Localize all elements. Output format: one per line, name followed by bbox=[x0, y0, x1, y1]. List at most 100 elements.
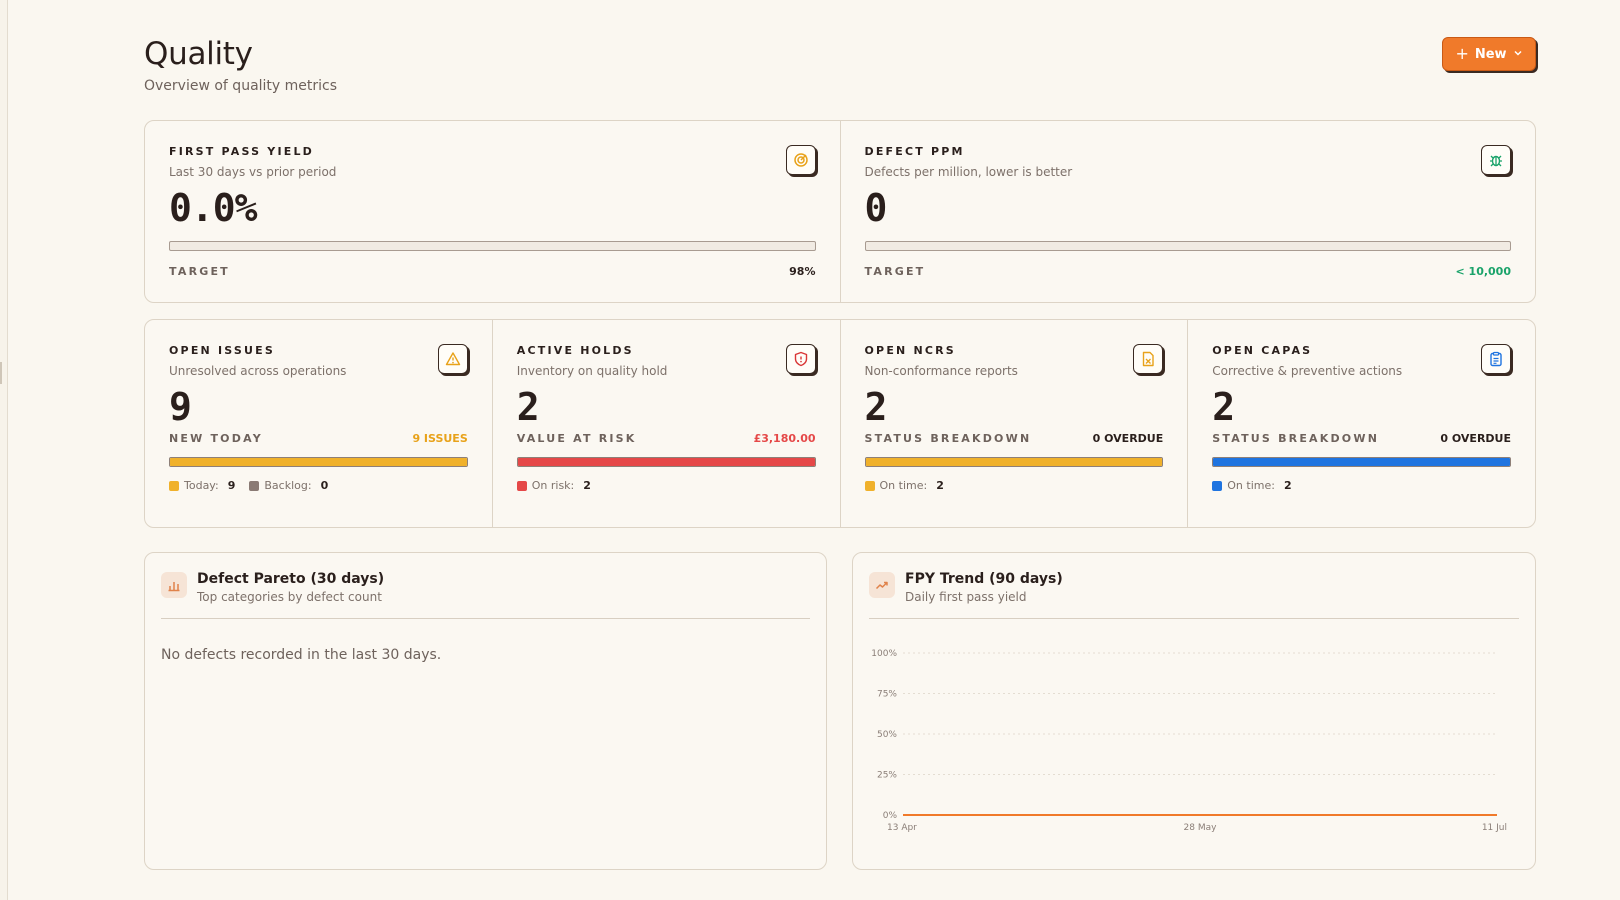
secondary-kpi-row: OPEN ISSUES Unresolved across operations… bbox=[144, 319, 1536, 528]
kpi-label: OPEN ISSUES bbox=[169, 344, 275, 357]
file-x-icon bbox=[1133, 344, 1164, 374]
y-tick-label: 25% bbox=[877, 771, 897, 781]
meta-label: STATUS BREAKDOWN bbox=[1212, 432, 1380, 445]
x-tick-label: 28 May bbox=[1184, 823, 1218, 833]
chevron-down-icon bbox=[1513, 48, 1523, 61]
kpi-value: 9 bbox=[169, 385, 192, 429]
legend: On time: 2 bbox=[1212, 479, 1511, 492]
target-value: < 10,000 bbox=[1455, 265, 1512, 278]
y-tick-label: 50% bbox=[877, 730, 897, 740]
meta-value: 0 OVERDUE bbox=[1092, 432, 1164, 445]
fpy-trend-panel: FPY Trend (90 days) Daily first pass yie… bbox=[852, 552, 1536, 870]
kpi-label: OPEN CAPAS bbox=[1212, 344, 1313, 357]
legend: Today: 9 Backlog: 0 bbox=[169, 479, 468, 492]
kpi-open-ncrs[interactable]: OPEN NCRS Non-conformance reports 2 STAT… bbox=[841, 320, 1189, 527]
legend-name: Today: bbox=[184, 479, 219, 492]
kpi-description: Corrective & preventive actions bbox=[1212, 364, 1403, 378]
ncrs-bar bbox=[864, 457, 1164, 467]
defect-pareto-panel: Defect Pareto (30 days) Top categories b… bbox=[144, 552, 827, 870]
plus-icon: + bbox=[1455, 44, 1469, 63]
capas-bar bbox=[1212, 457, 1511, 467]
legend-swatch bbox=[864, 480, 875, 491]
kpi-label: DEFECT PPM bbox=[864, 145, 965, 158]
legend-swatch bbox=[249, 480, 260, 491]
trending-up-icon bbox=[869, 572, 895, 598]
y-tick-label: 100% bbox=[871, 649, 897, 659]
legend-swatch bbox=[169, 480, 179, 491]
kpi-description: Unresolved across operations bbox=[169, 364, 347, 378]
meta-value: £3,180.00 bbox=[753, 432, 816, 445]
target-label: TARGET bbox=[169, 265, 230, 278]
kpi-open-capas[interactable]: OPEN CAPAS Corrective & preventive actio… bbox=[1188, 320, 1535, 527]
kpi-value: 0 bbox=[864, 186, 888, 230]
kpi-value: 0.0% bbox=[169, 186, 258, 230]
legend-name: On time: bbox=[879, 479, 928, 492]
legend-item-backlog: Backlog: 0 bbox=[249, 479, 328, 492]
target-icon bbox=[785, 145, 816, 175]
panel-title: Defect Pareto (30 days) bbox=[197, 571, 385, 587]
panel-subtitle: Daily first pass yield bbox=[905, 590, 1027, 604]
kpi-value: 2 bbox=[1212, 385, 1235, 429]
legend-count: 9 bbox=[227, 479, 236, 492]
primary-kpi-row: FIRST PASS YIELD Last 30 days vs prior p… bbox=[144, 120, 1536, 303]
holds-bar-fill bbox=[517, 458, 815, 466]
target-label: TARGET bbox=[864, 265, 926, 278]
new-button-label: New bbox=[1474, 46, 1507, 62]
holds-bar bbox=[516, 457, 816, 467]
meta-label: NEW TODAY bbox=[169, 432, 263, 445]
kpi-value: 2 bbox=[864, 385, 888, 429]
capas-bar-fill bbox=[1213, 458, 1510, 466]
kpi-label: OPEN NCRS bbox=[864, 344, 956, 357]
kpi-defect-ppm[interactable]: DEFECT PPM Defects per million, lower is… bbox=[841, 121, 1536, 302]
kpi-active-holds[interactable]: ACTIVE HOLDS Inventory on quality hold 2… bbox=[493, 320, 841, 527]
page-title: Quality bbox=[144, 36, 253, 72]
kpi-description: Inventory on quality hold bbox=[516, 364, 668, 378]
ppm-progress-track bbox=[864, 241, 1511, 251]
y-tick-label: 75% bbox=[877, 690, 897, 700]
legend-swatch bbox=[1212, 480, 1223, 491]
y-tick-label: 0% bbox=[883, 811, 898, 821]
legend-item-on-time: On time: 2 bbox=[864, 479, 944, 492]
kpi-first-pass-yield[interactable]: FIRST PASS YIELD Last 30 days vs prior p… bbox=[145, 121, 841, 302]
kpi-value: 2 bbox=[516, 385, 540, 429]
fpy-progress-track bbox=[169, 241, 816, 251]
fpy-trend-chart[interactable]: 100% 75% 50% 25% 0% 13 Apr 28 May 11 Jul bbox=[869, 629, 1519, 853]
legend-count: 2 bbox=[583, 479, 591, 492]
rail-handle[interactable] bbox=[0, 362, 2, 384]
bug-icon bbox=[1481, 145, 1511, 175]
legend-name: On risk: bbox=[531, 479, 575, 492]
new-button[interactable]: + New bbox=[1442, 37, 1536, 71]
issues-bar-fill bbox=[170, 458, 467, 466]
meta-label: STATUS BREAKDOWN bbox=[864, 432, 1032, 445]
legend-count: 2 bbox=[1283, 479, 1292, 492]
clipboard-icon bbox=[1481, 344, 1511, 374]
shield-icon bbox=[785, 344, 816, 374]
panel-subtitle: Top categories by defect count bbox=[197, 590, 382, 604]
panel-title: FPY Trend (90 days) bbox=[905, 571, 1063, 587]
bar-chart-icon bbox=[161, 572, 187, 598]
page: Quality Overview of quality metrics + Ne… bbox=[144, 0, 1536, 870]
legend: On risk: 2 bbox=[516, 479, 816, 492]
legend: On time: 2 bbox=[864, 479, 1164, 492]
issues-bar bbox=[169, 457, 468, 467]
kpi-label: FIRST PASS YIELD bbox=[169, 145, 314, 158]
page-header: Quality Overview of quality metrics + Ne… bbox=[144, 0, 1536, 120]
x-tick-label: 13 Apr bbox=[887, 823, 917, 833]
x-tick-label: 11 Jul bbox=[1482, 823, 1507, 833]
alert-triangle-icon bbox=[437, 344, 468, 374]
meta-value: 9 ISSUES bbox=[412, 432, 468, 445]
empty-state-message: No defects recorded in the last 30 days. bbox=[161, 647, 442, 663]
kpi-description: Non-conformance reports bbox=[864, 364, 1018, 378]
target-value: 98% bbox=[789, 265, 816, 278]
meta-value: 0 OVERDUE bbox=[1440, 432, 1511, 445]
page-subtitle: Overview of quality metrics bbox=[144, 78, 338, 94]
legend-name: Backlog: bbox=[264, 479, 312, 492]
kpi-open-issues[interactable]: OPEN ISSUES Unresolved across operations… bbox=[145, 320, 493, 527]
fpy-trend-svg: 100% 75% 50% 25% 0% 13 Apr 28 May 11 Jul bbox=[871, 649, 1507, 833]
kpi-description: Defects per million, lower is better bbox=[864, 165, 1073, 179]
meta-label: VALUE AT RISK bbox=[516, 432, 637, 445]
legend-item-on-time: On time: 2 bbox=[1212, 479, 1292, 492]
legend-count: 0 bbox=[320, 479, 329, 492]
ncrs-bar-fill bbox=[865, 458, 1163, 466]
kpi-description: Last 30 days vs prior period bbox=[169, 165, 337, 179]
